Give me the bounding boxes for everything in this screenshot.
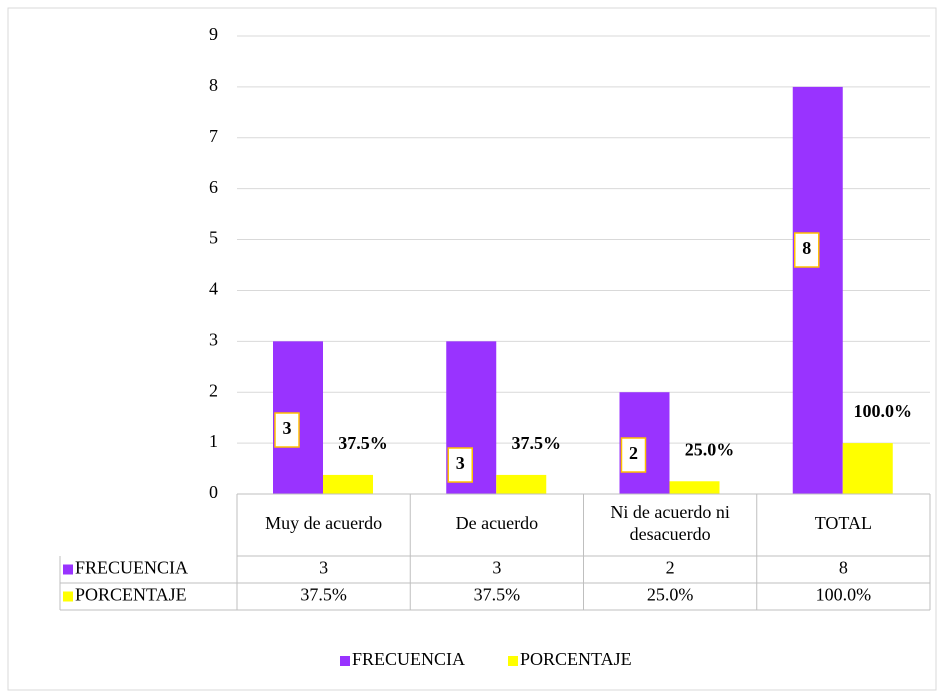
data-label: 37.5% (338, 433, 388, 453)
bar (842, 443, 893, 494)
table-cell: 100.0% (816, 585, 872, 605)
data-label: 3 (283, 418, 292, 438)
table-cell: 8 (839, 558, 848, 578)
y-tick-label: 4 (209, 279, 218, 299)
data-label: 8 (802, 238, 811, 258)
table-cell: 3 (492, 558, 501, 578)
y-tick-label: 6 (209, 177, 218, 197)
y-tick-label: 3 (209, 329, 218, 349)
x-tick-label: Ni de acuerdo ni desacuerdo (610, 502, 729, 544)
table-legend-key (63, 564, 73, 575)
bar (792, 86, 843, 494)
data-label-box (794, 232, 820, 268)
y-tick-label: 2 (209, 380, 218, 400)
bar (669, 481, 720, 494)
table-row-label: PORCENTAJE (75, 585, 187, 605)
data-label: 100.0% (854, 401, 913, 421)
legend-label: FRECUENCIA (352, 649, 465, 669)
bar (323, 474, 373, 494)
table-legend-key (63, 591, 73, 602)
y-tick-label: 0 (209, 482, 218, 502)
y-tick-label: 5 (209, 228, 218, 248)
table-cell: 3 (319, 558, 328, 578)
table-cell: 37.5% (300, 585, 347, 605)
data-label: 2 (629, 443, 638, 463)
y-tick-label: 7 (209, 126, 218, 146)
x-tick-label: TOTAL (815, 513, 872, 533)
data-label: 3 (456, 453, 465, 473)
table-cell: 2 (666, 558, 675, 578)
data-label-box (447, 447, 473, 483)
legend-key (340, 656, 350, 666)
data-label-box (274, 412, 300, 448)
legend-key (508, 656, 518, 666)
table-row-label: FRECUENCIA (75, 558, 188, 578)
data-label-box (620, 437, 647, 473)
table-cell: 37.5% (474, 585, 521, 605)
legend-label: PORCENTAJE (520, 649, 632, 669)
x-tick-label: Muy de acuerdo (265, 513, 382, 533)
data-label: 37.5% (512, 433, 562, 453)
y-tick-label: 1 (209, 431, 218, 451)
y-tick-label: 8 (209, 75, 218, 95)
bar (496, 474, 547, 494)
x-tick-label: De acuerdo (456, 513, 538, 533)
y-tick-label: 9 (209, 24, 218, 44)
table-cell: 25.0% (647, 585, 694, 605)
data-label: 25.0% (685, 439, 735, 459)
